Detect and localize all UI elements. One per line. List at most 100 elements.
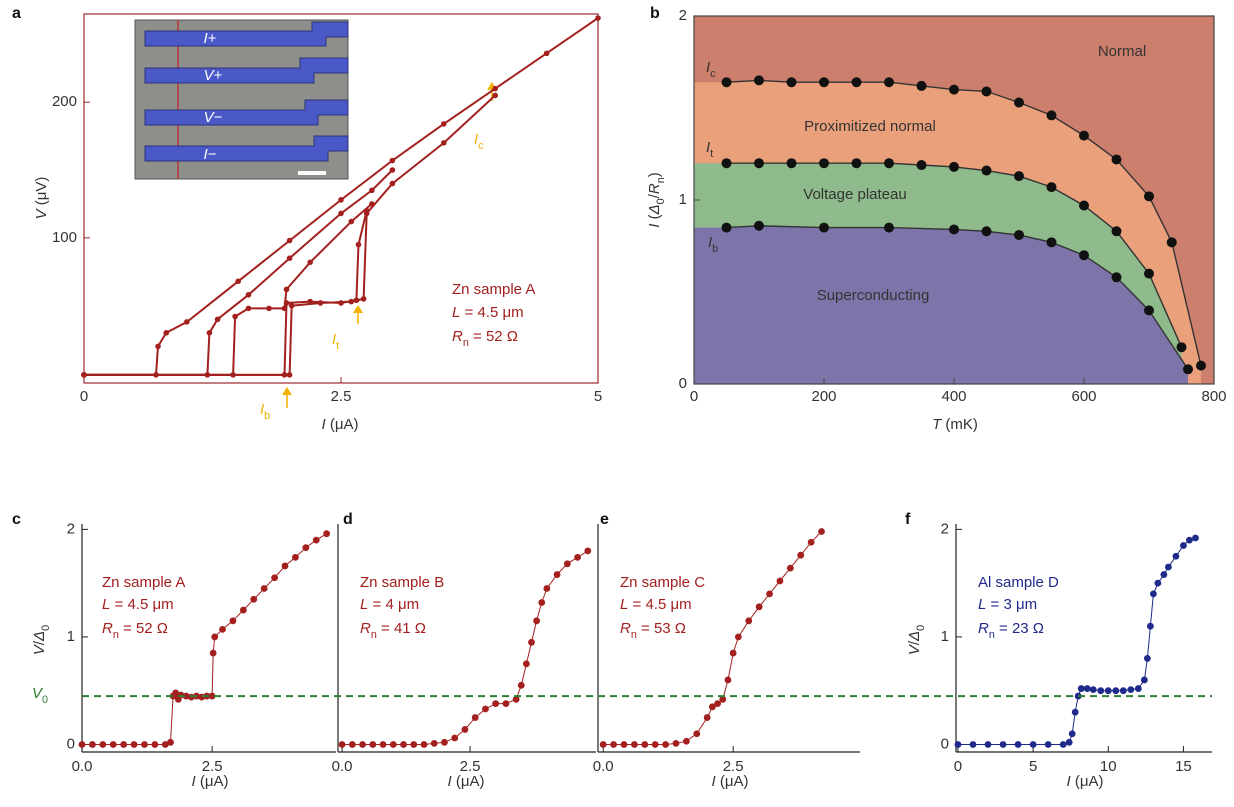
data-point [369, 187, 375, 194]
data-point [543, 585, 551, 592]
data-point [292, 553, 299, 561]
annotation-part: Zn sample A [102, 574, 185, 591]
data-point [949, 161, 959, 172]
marker-label-part: b [264, 410, 270, 422]
y-axis-label-part: ) [646, 172, 663, 177]
data-point [232, 313, 238, 320]
x-axis-label: I (μA) [1067, 773, 1104, 790]
data-point [729, 649, 737, 657]
y-axis-label: V/Δ0 [906, 625, 927, 655]
y-axis-label: I (Δ0/Rn) [646, 172, 667, 227]
annotation: L = 3 μm [978, 596, 1037, 613]
x-tick-label: 2.5 [331, 388, 352, 405]
x-tick-label: 10 [1100, 758, 1117, 775]
data-point [574, 553, 581, 561]
data-point [851, 158, 862, 169]
data-point [703, 714, 711, 721]
data-line [84, 94, 496, 376]
data-point [312, 536, 320, 544]
x-axis-label-part: (μA) [452, 773, 485, 790]
annotation-part: = 52 Ω [469, 328, 518, 345]
data-point [229, 617, 237, 625]
data-point [492, 92, 499, 99]
data-point [471, 714, 479, 721]
data-point [1044, 741, 1052, 748]
data-point [1068, 730, 1076, 738]
annotation-part: n [113, 629, 119, 641]
data-point [1014, 171, 1024, 182]
data-point [1146, 622, 1154, 630]
data-point [502, 700, 510, 708]
annotation-part: = 4.5 μm [628, 596, 691, 613]
data-point [302, 544, 310, 552]
marker-label-part: I [474, 131, 478, 148]
data-point [797, 551, 805, 559]
data-line [342, 550, 589, 745]
panel-letter: e [600, 511, 609, 528]
data-point [1140, 676, 1148, 684]
x-axis-label-part: I [192, 773, 196, 790]
data-point [884, 158, 894, 169]
data-point [410, 741, 418, 748]
annotation: Rn = 53 Ω [620, 620, 686, 641]
region-label: Voltage plateau [803, 186, 906, 203]
data-point [1186, 536, 1193, 544]
panel-letter: f [905, 511, 911, 528]
annotation-part: R [978, 620, 989, 637]
data-point [208, 692, 216, 700]
data-point [281, 562, 289, 570]
series-label-part: I [706, 59, 710, 76]
y-axis-label-part: Δ [906, 631, 923, 642]
data-point [81, 372, 87, 378]
region-label: Normal [1098, 43, 1146, 60]
data-point [250, 595, 258, 603]
x-axis-label: I (μA) [448, 773, 485, 790]
data-point [400, 741, 407, 748]
x-tick-label: 0.0 [332, 758, 353, 775]
data-point [1014, 97, 1024, 108]
annotation: Al sample D [978, 574, 1059, 591]
panel-letter: b [650, 5, 660, 22]
data-point [719, 695, 727, 703]
data-point [819, 158, 829, 169]
data-point [999, 741, 1007, 748]
data-point [599, 741, 607, 748]
x-axis-label-part: I [322, 416, 326, 433]
y-tick-label: 0 [941, 735, 949, 752]
data-point [954, 741, 962, 748]
data-point [235, 278, 241, 285]
data-point [1154, 579, 1162, 587]
data-point [120, 741, 128, 748]
data-line [84, 169, 394, 376]
x-tick-label: 2.5 [723, 758, 744, 775]
data-point [754, 220, 764, 231]
x-axis-label-part: (μA) [196, 773, 229, 790]
data-point [1165, 563, 1172, 571]
data-point [1079, 250, 1089, 261]
annotation: L = 4.5 μm [102, 596, 174, 613]
data-point [1160, 571, 1168, 578]
x-axis-label-part: (μA) [716, 773, 749, 790]
annotation-part: Zn sample C [620, 574, 705, 591]
x-tick-label: 800 [1201, 388, 1226, 405]
annotation-part: n [463, 337, 469, 349]
y-tick-label: 1 [941, 628, 949, 645]
inset-label-part: + [214, 67, 223, 84]
x-axis-label-part: I [1067, 773, 1071, 790]
data-point [1166, 237, 1177, 248]
annotation-part: = 41 Ω [377, 620, 426, 637]
annotation-part: R [452, 328, 463, 345]
x-tick-label: 200 [811, 388, 836, 405]
annotation-part: L [360, 596, 368, 613]
data-point [1104, 687, 1112, 695]
annotation: L = 4 μm [360, 596, 419, 613]
annotation-part: = 4 μm [368, 596, 419, 613]
data-point [563, 560, 571, 568]
marker-label-part: I [260, 401, 264, 418]
electrode [144, 21, 349, 47]
data-point [482, 705, 489, 713]
x-axis-label: I (μA) [192, 773, 229, 790]
data-point [916, 160, 927, 171]
annotation-part: L [452, 304, 460, 321]
